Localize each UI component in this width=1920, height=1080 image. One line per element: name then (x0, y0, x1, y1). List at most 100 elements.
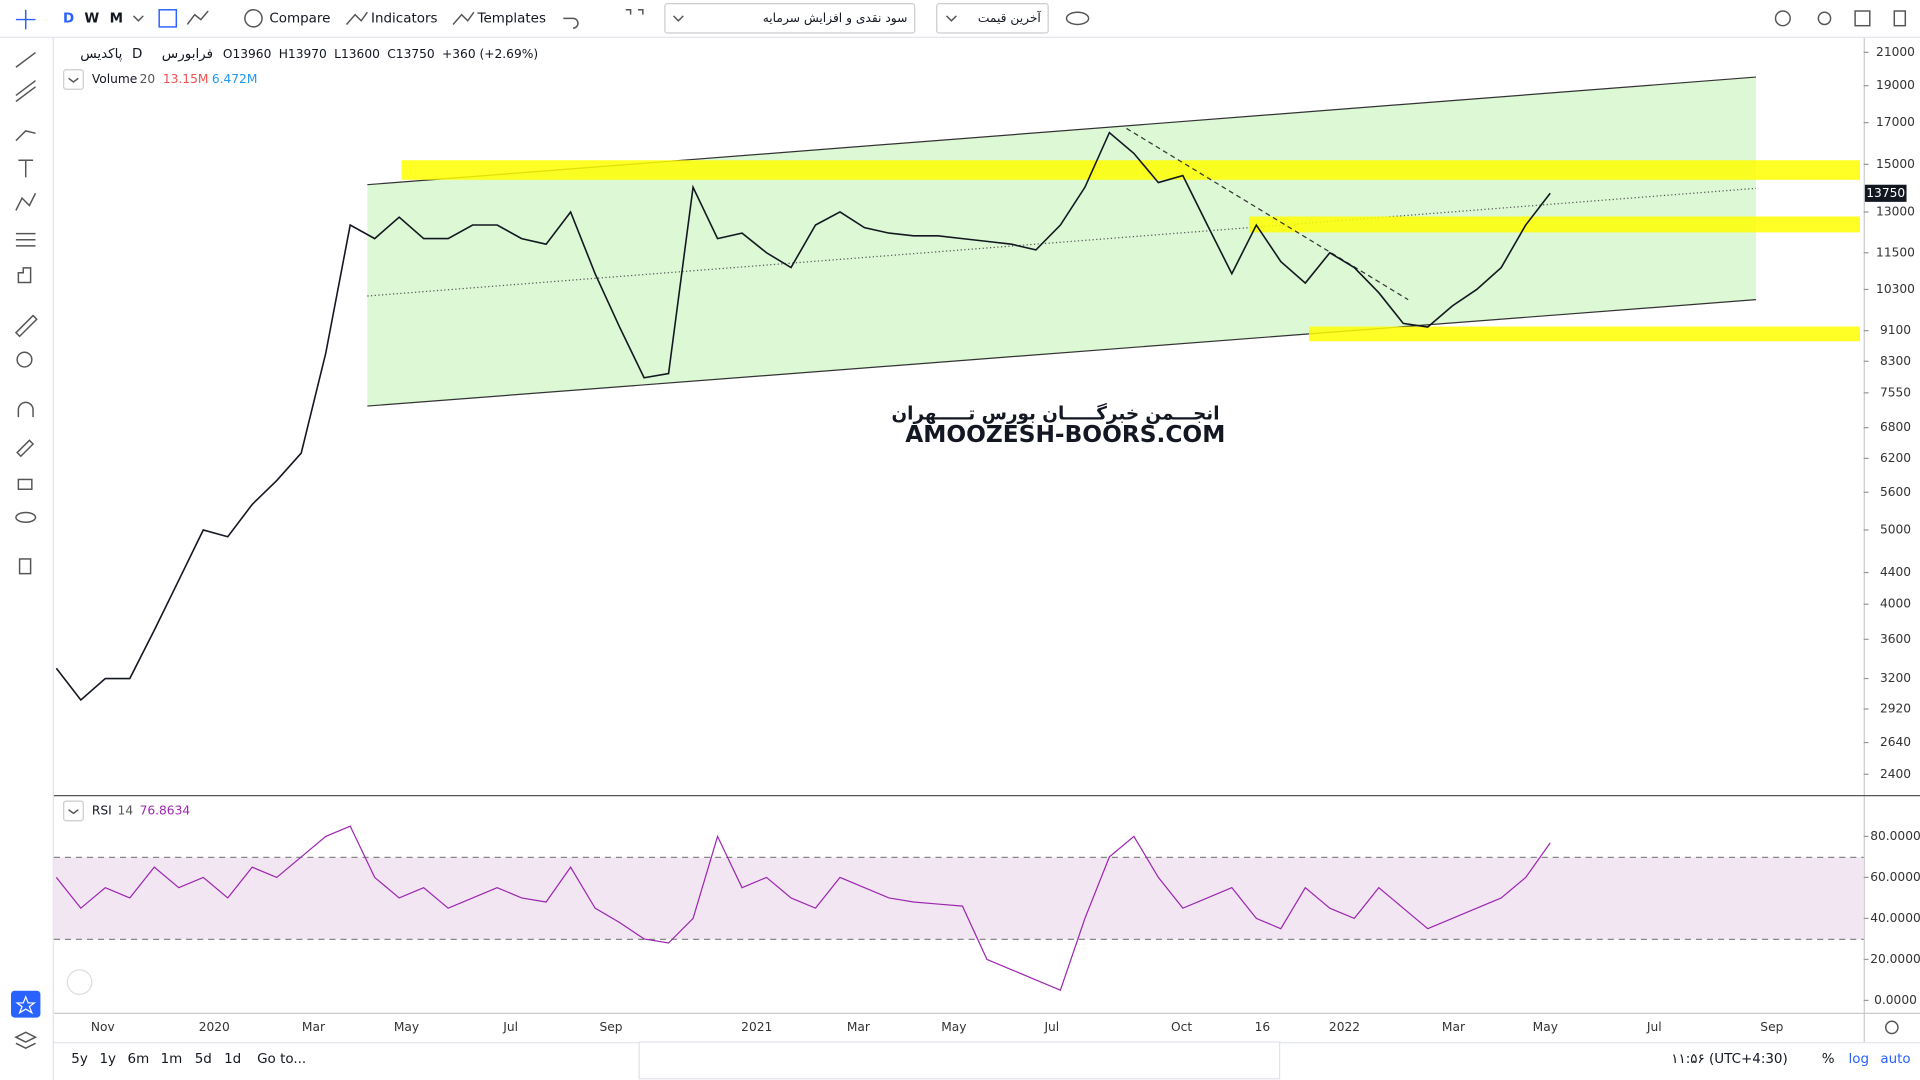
undo[interactable] (563, 17, 579, 29)
watermark-url: AMOOZESH-BOORS.COM (905, 421, 1225, 448)
templates[interactable]: Templates (477, 11, 546, 26)
y-tick-label: 3200 (1880, 671, 1911, 685)
collapse[interactable] (63, 800, 84, 822)
ohlc-label: O (223, 46, 233, 60)
last-price-box (1864, 184, 1907, 202)
axis-settings[interactable] (1884, 1020, 1899, 1035)
ohlc: O13960 H13970 L13600 C13750 +360 (+2.69%) (223, 46, 538, 60)
measure-tool[interactable] (14, 314, 38, 338)
range-button[interactable]: 5y (71, 1052, 88, 1067)
star (15, 995, 37, 1015)
range-button[interactable]: 5d (195, 1052, 212, 1067)
indicators[interactable]: Indicators (371, 11, 438, 26)
compare[interactable]: Compare (269, 11, 330, 26)
bottom-bar: Go to... ۱۱:۵۶ (UTC+4:30) % log auto 5y 1… (71, 1020, 1911, 1080)
dropdown-price[interactable]: آخرین قیمت (978, 10, 1042, 26)
y-tick-label: 13000 (1876, 204, 1915, 218)
settings[interactable] (1774, 10, 1791, 27)
dropdown-arrow (946, 15, 957, 22)
y-tick-label: 4400 (1880, 565, 1911, 579)
brush-tool[interactable] (15, 130, 36, 142)
volume-ma: 6.472M (212, 72, 258, 86)
channel-mid (367, 187, 1756, 297)
compare-icon[interactable] (244, 9, 263, 28)
x-tick-label: 16 (1255, 1020, 1271, 1034)
x-tick-label: Mar (302, 1020, 326, 1034)
chevron (68, 809, 79, 815)
range-button[interactable]: 1y (99, 1052, 116, 1067)
interval-menu[interactable] (132, 15, 144, 22)
range-button[interactable]: 6m (128, 1052, 150, 1067)
volume-value: 13.15M (163, 72, 209, 86)
hide[interactable] (15, 511, 37, 523)
lock[interactable] (17, 478, 33, 490)
auto-toggle[interactable]: auto (1880, 1052, 1910, 1067)
ohlc-value: 13750 (396, 46, 435, 60)
dropdown-arrow (672, 15, 684, 22)
channel-bottom (367, 299, 1756, 407)
goto[interactable]: Go to... (257, 1052, 306, 1067)
y-tick-label: 6800 (1880, 420, 1911, 434)
dropdown[interactable] (664, 3, 916, 34)
interval[interactable]: W (84, 11, 99, 26)
x-tick-label: Sep (599, 1020, 622, 1034)
interval[interactable]: D (63, 11, 74, 26)
indicators-icon[interactable] (345, 11, 368, 25)
ohlc-label: H (279, 46, 288, 60)
y-tick-label: 4000 (1880, 597, 1911, 611)
last-price: 13750 (1866, 186, 1905, 200)
delete[interactable] (1893, 10, 1907, 27)
fib-tool[interactable] (15, 80, 36, 103)
stay-drawing[interactable] (16, 439, 35, 458)
favorites[interactable] (11, 990, 41, 1018)
icon-tool[interactable] (17, 267, 32, 284)
prediction-tool[interactable] (15, 232, 36, 247)
x-tick-label: Jul (502, 1020, 518, 1034)
magnet[interactable] (17, 401, 34, 418)
dropdown-dividends[interactable]: سود نقدی و افزایش سرمایه (763, 11, 908, 26)
percent-toggle[interactable]: % (1822, 1052, 1835, 1067)
symbol: پاکدیس (80, 47, 122, 62)
x-tick-label: Mar (847, 1020, 871, 1034)
object-tree[interactable] (14, 1031, 38, 1050)
chart-style-line[interactable] (186, 10, 209, 25)
x-tick-label: 2022 (1329, 1020, 1360, 1034)
rsi-length: 14 (118, 803, 134, 817)
logo (66, 969, 93, 995)
templates-icon[interactable] (452, 11, 475, 25)
trendline-tool[interactable] (15, 52, 36, 68)
volume-name: Volume (92, 72, 137, 86)
collapse[interactable] (63, 69, 84, 90)
range-button[interactable]: 1d (224, 1052, 241, 1067)
interval: D (132, 47, 142, 62)
dropdown[interactable] (936, 3, 1049, 34)
log-toggle[interactable]: log (1849, 1052, 1870, 1067)
rsi-line (55, 825, 1551, 991)
ohlc-label: C (387, 46, 396, 60)
y-tick-label: 7550 (1880, 385, 1911, 399)
y-tick-label: 2400 (1880, 767, 1911, 781)
watermark-persian: انجـــمن خبرگـــــان بورس تـــــهران (892, 403, 1220, 425)
remove[interactable] (18, 558, 32, 575)
y-tick-label: 2640 (1880, 735, 1911, 749)
trend-line (1126, 127, 1409, 301)
legend: فرابورس D پاکدیس O13960 H13970 L13600 C1375… (63, 46, 538, 822)
text-tool[interactable] (18, 159, 34, 178)
y-tick-label: 80.0000 (1870, 829, 1920, 843)
fullscreen[interactable] (625, 9, 644, 15)
change: +360 (+2.69%) (442, 46, 538, 60)
snapshot[interactable] (1854, 10, 1871, 27)
y-tick-label: 5000 (1880, 522, 1911, 536)
drawing-tools (11, 9, 93, 1050)
zoom-tool[interactable] (16, 351, 33, 368)
x-tick-label: Jul (1043, 1020, 1059, 1034)
range-button[interactable]: 1m (161, 1052, 183, 1067)
interval[interactable]: M (110, 11, 123, 26)
chart-style[interactable] (158, 9, 178, 28)
rsi-value: 76.8634 (140, 803, 191, 817)
crosshair[interactable] (15, 9, 36, 30)
pattern-tool[interactable] (15, 192, 37, 211)
share[interactable] (1817, 11, 1832, 26)
visibility[interactable] (1065, 11, 1090, 26)
